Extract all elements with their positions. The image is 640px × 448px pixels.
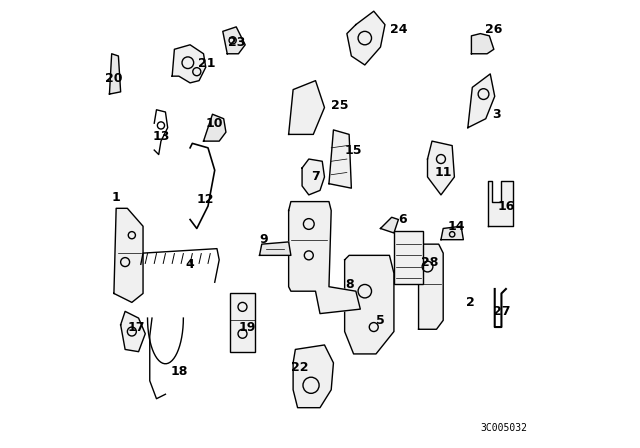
Text: 7: 7: [311, 170, 320, 184]
Polygon shape: [289, 81, 324, 134]
Polygon shape: [109, 54, 121, 94]
Text: 2: 2: [466, 296, 474, 309]
Polygon shape: [329, 130, 351, 188]
Polygon shape: [260, 242, 291, 255]
Polygon shape: [347, 11, 385, 65]
Text: 10: 10: [206, 116, 223, 130]
Polygon shape: [419, 244, 443, 329]
Text: 1: 1: [112, 190, 120, 204]
Polygon shape: [121, 311, 145, 352]
Polygon shape: [488, 181, 513, 226]
Text: 25: 25: [332, 99, 349, 112]
Text: 21: 21: [198, 57, 216, 70]
Text: 27: 27: [493, 305, 510, 318]
Text: 17: 17: [127, 320, 145, 334]
Text: 20: 20: [105, 72, 123, 85]
Polygon shape: [468, 74, 495, 128]
Text: 6: 6: [399, 213, 407, 226]
Polygon shape: [223, 27, 245, 54]
Polygon shape: [289, 202, 360, 314]
Polygon shape: [114, 208, 143, 302]
Polygon shape: [293, 345, 333, 408]
Text: 4: 4: [186, 258, 195, 271]
Text: 12: 12: [197, 193, 214, 206]
Polygon shape: [428, 141, 454, 195]
Polygon shape: [380, 217, 398, 233]
Polygon shape: [302, 159, 324, 195]
Text: 19: 19: [239, 320, 256, 334]
Polygon shape: [441, 226, 463, 240]
Text: 3: 3: [493, 108, 501, 121]
Text: 28: 28: [421, 255, 438, 269]
Text: 26: 26: [485, 22, 502, 36]
Bar: [394, 231, 423, 284]
Text: 22: 22: [291, 361, 308, 374]
Text: 23: 23: [228, 36, 246, 49]
Polygon shape: [204, 114, 226, 141]
Text: 24: 24: [390, 22, 407, 36]
Text: 5: 5: [376, 314, 385, 327]
Text: 13: 13: [152, 130, 170, 143]
Text: 9: 9: [260, 233, 268, 246]
Text: 16: 16: [497, 199, 515, 213]
Polygon shape: [172, 45, 206, 83]
Text: 3C005032: 3C005032: [480, 423, 527, 433]
Polygon shape: [472, 34, 494, 54]
Text: 15: 15: [345, 143, 362, 157]
Text: 8: 8: [345, 278, 353, 291]
Polygon shape: [345, 255, 394, 354]
Text: 18: 18: [170, 365, 188, 379]
Bar: [230, 293, 255, 352]
Text: 11: 11: [435, 166, 452, 179]
Text: 14: 14: [448, 220, 465, 233]
